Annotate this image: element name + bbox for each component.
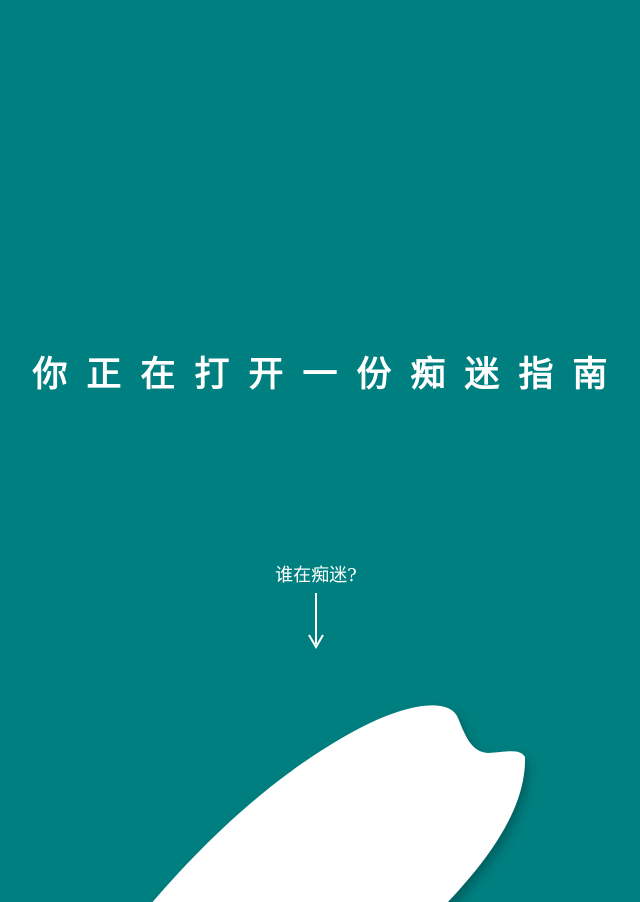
cover-headline: 你正在打开一份痴迷指南	[32, 354, 627, 395]
prompt-question: 谁在痴迷?	[275, 565, 357, 586]
rice-grain-shape	[152, 705, 526, 902]
arrow-down-icon	[308, 593, 324, 649]
